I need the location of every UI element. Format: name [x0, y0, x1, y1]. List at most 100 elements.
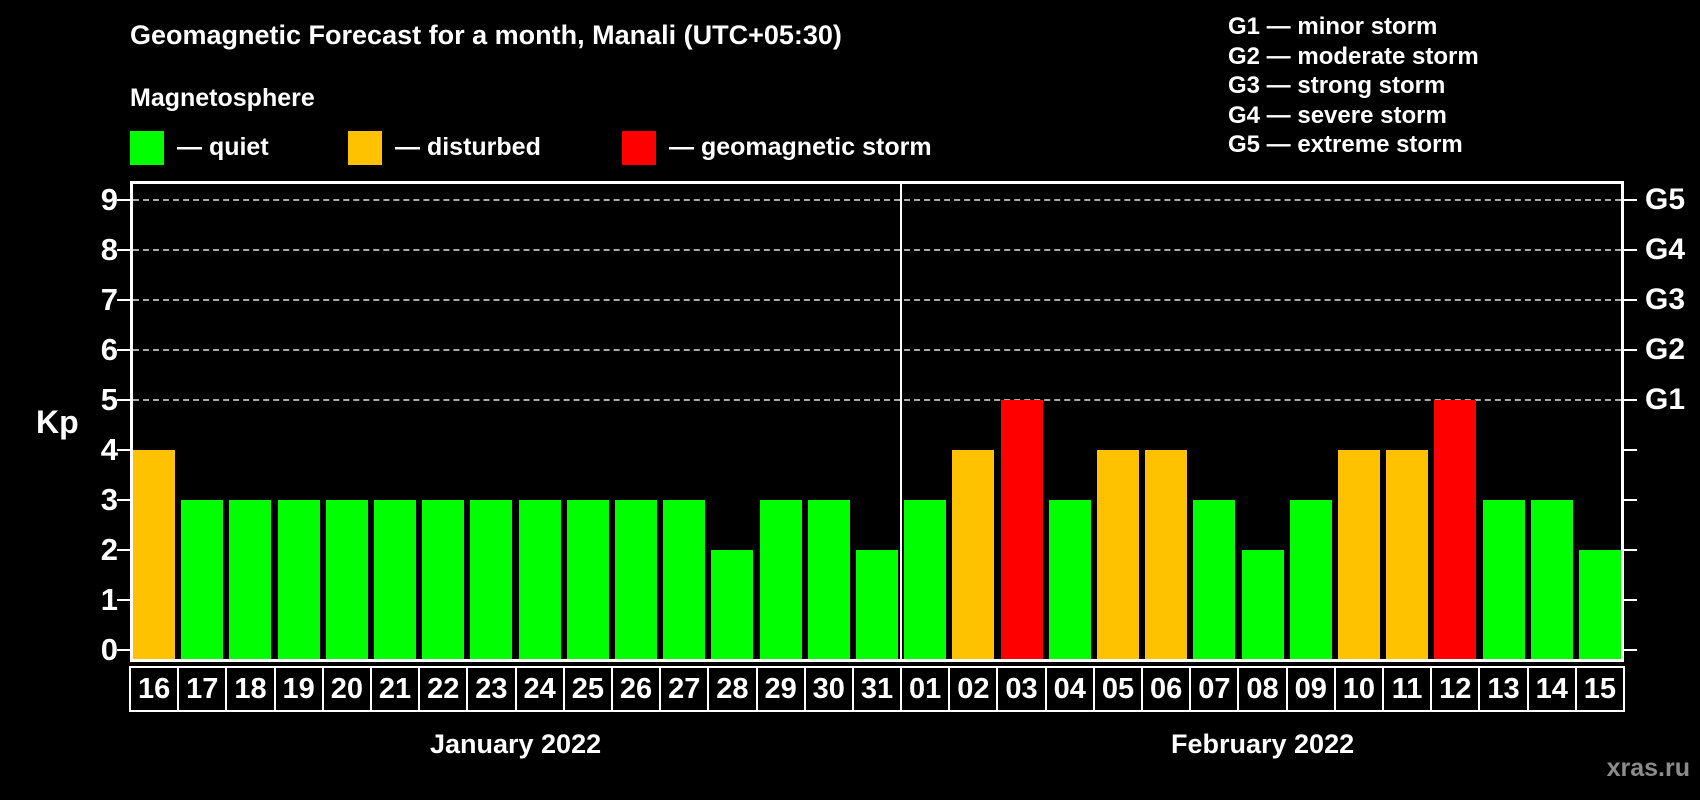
y-axis-tick-right: [1624, 349, 1637, 351]
g-scale-label-g2: G2: [1645, 333, 1686, 366]
g-scale-label-g4: G4: [1645, 233, 1686, 266]
g-scale-label-g1: G1: [1645, 383, 1686, 416]
kp-bar-day-31: [856, 550, 898, 659]
y-axis-tick-label: 3: [100, 482, 118, 517]
kp-bar-day-30: [807, 500, 850, 659]
kp-bar-day-05: [1096, 450, 1139, 659]
day-label: 05: [1092, 666, 1144, 712]
y-axis-tick-label: 2: [100, 532, 118, 567]
kp-bar-day-20: [325, 500, 368, 659]
y-axis-tick-left: [117, 299, 130, 301]
day-label: 14: [1526, 666, 1577, 712]
y-axis-tick-label: 5: [100, 382, 118, 417]
month-label-february: February 2022: [1170, 729, 1355, 759]
day-label: 18: [225, 666, 276, 712]
day-label: 27: [659, 666, 710, 712]
y-axis-tick-right: [1624, 549, 1637, 551]
y-axis-tick-left: [117, 349, 130, 351]
day-label: 31: [851, 666, 903, 712]
kp-bar-day-25: [566, 500, 609, 659]
y-axis-tick-label: 9: [100, 182, 118, 217]
kp-bar-day-24: [518, 500, 561, 659]
legend-label-storm: — geomagnetic storm: [669, 133, 932, 161]
day-label: 21: [369, 666, 421, 712]
y-axis-tick-right: [1624, 449, 1637, 451]
g-scale-label-g5: G5: [1645, 183, 1686, 216]
day-label: 07: [1189, 666, 1240, 712]
month-divider: [900, 181, 903, 662]
kp-bar-day-02: [952, 450, 995, 659]
y-axis-tick-left: [117, 399, 130, 401]
kp-bar-day-09: [1289, 500, 1332, 659]
y-axis-tick-left: [117, 649, 130, 651]
plot-area: [130, 181, 1624, 662]
day-label: 26: [610, 666, 662, 712]
kp-bar-day-15: [1578, 550, 1621, 659]
y-axis-tick-right: [1624, 299, 1637, 301]
g-scale-label-g3: G3: [1645, 283, 1686, 316]
kp-bar-day-14: [1530, 500, 1573, 659]
storm-swatch-icon: [622, 131, 656, 165]
y-axis-tick-label: 0: [100, 632, 118, 667]
legend-label-quiet: — quiet: [177, 133, 269, 161]
day-label: 13: [1478, 666, 1529, 712]
day-label: 29: [755, 666, 806, 712]
y-axis-tick-label: 1: [100, 582, 118, 617]
day-label: 20: [321, 666, 372, 712]
day-label: 28: [707, 666, 758, 712]
day-label: 30: [803, 666, 854, 712]
day-label: 12: [1430, 666, 1481, 712]
y-axis-tick-left: [117, 499, 130, 501]
y-axis-tick-label: 4: [100, 432, 118, 467]
quiet-swatch-icon: [130, 131, 164, 165]
kp-bar-day-18: [229, 500, 272, 659]
gridline-kp6: [133, 349, 1621, 351]
gridline-kp8: [133, 249, 1621, 251]
kp-bar-day-10: [1337, 450, 1380, 659]
day-label: 11: [1382, 666, 1433, 712]
gridline-kp9: [133, 199, 1621, 201]
day-label: 24: [514, 666, 565, 712]
watermark: xras.ru: [1606, 754, 1690, 782]
day-label: 04: [1044, 666, 1095, 712]
kp-bar-day-08: [1241, 550, 1284, 659]
gridline-kp5: [133, 399, 1621, 401]
storm-scale-line: G4 — severe storm: [1228, 101, 1447, 129]
day-label: 23: [466, 666, 517, 712]
day-label: 03: [996, 666, 1047, 712]
kp-bar-day-01: [904, 500, 947, 659]
y-axis-tick-right: [1624, 249, 1637, 251]
kp-bar-day-22: [422, 500, 465, 659]
magnetosphere-label: Magnetosphere: [130, 84, 315, 112]
day-label: 09: [1285, 666, 1336, 712]
y-axis-tick-left: [117, 449, 130, 451]
kp-bar-day-29: [759, 500, 802, 659]
y-axis-tick-right: [1624, 199, 1637, 201]
storm-scale-line: G1 — minor storm: [1228, 13, 1438, 40]
kp-bar-day-06: [1145, 450, 1188, 659]
day-label: 16: [129, 666, 180, 712]
disturbed-swatch-icon: [348, 131, 382, 165]
kp-bar-day-17: [181, 500, 224, 659]
kp-bar-day-13: [1482, 500, 1525, 659]
day-label: 01: [900, 666, 951, 712]
storm-scale-line: G2 — moderate storm: [1228, 42, 1479, 70]
y-axis-tick-right: [1624, 399, 1637, 401]
kp-bar-day-21: [374, 500, 417, 659]
day-label: 10: [1333, 666, 1385, 712]
kp-bar-day-11: [1386, 450, 1429, 659]
y-axis-tick-left: [117, 199, 130, 201]
kp-bar-day-27: [663, 500, 706, 659]
y-axis-tick-left: [117, 599, 130, 601]
day-label: 02: [948, 666, 999, 712]
day-label: 17: [177, 666, 228, 712]
kp-bar-day-16: [133, 450, 176, 659]
y-axis-tick-label: 8: [100, 232, 118, 267]
kp-bar-day-04: [1048, 500, 1091, 659]
day-label: 25: [562, 666, 613, 712]
storm-scale-line: G3 — strong storm: [1228, 72, 1446, 99]
y-axis-tick-label: 6: [100, 332, 118, 367]
day-label: 08: [1237, 666, 1288, 712]
kp-bar-day-12: [1434, 400, 1477, 659]
